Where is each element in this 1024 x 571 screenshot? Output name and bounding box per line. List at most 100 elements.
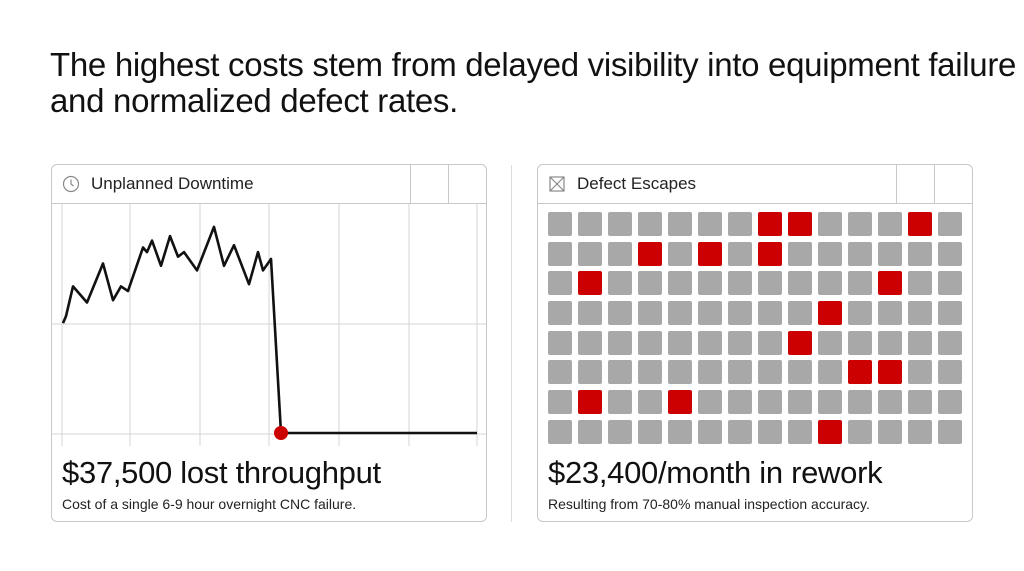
- failure-point: [274, 426, 288, 440]
- ok-cell: [758, 330, 782, 355]
- defect-cell: [698, 241, 722, 266]
- ok-cell: [578, 301, 602, 326]
- ok-cell: [548, 419, 572, 444]
- ok-cell: [698, 330, 722, 355]
- defect-cell: [638, 241, 662, 266]
- defect-cell: [878, 360, 902, 385]
- ok-cell: [548, 271, 572, 296]
- ok-cell: [638, 390, 662, 415]
- ok-cell: [668, 271, 692, 296]
- ok-cell: [668, 301, 692, 326]
- ok-cell: [698, 419, 722, 444]
- x-box-icon: [547, 174, 567, 194]
- ok-cell: [728, 301, 752, 326]
- ok-cell: [728, 330, 752, 355]
- ok-cell: [848, 419, 872, 444]
- ok-cell: [818, 241, 842, 266]
- defects-card-header: Defect Escapes: [538, 165, 972, 204]
- ok-cell: [908, 360, 932, 385]
- ok-cell: [788, 301, 812, 326]
- defect-cell: [578, 390, 602, 415]
- ok-cell: [818, 360, 842, 385]
- ok-cell: [548, 241, 572, 266]
- downtime-label: Unplanned Downtime: [91, 174, 254, 193]
- ok-cell: [848, 241, 872, 266]
- ok-cell: [608, 419, 632, 444]
- defects-label: Defect Escapes: [577, 174, 697, 193]
- ok-cell: [608, 241, 632, 266]
- ok-cell: [938, 360, 962, 385]
- downtime-headline: $37,500 lost throughput: [62, 455, 381, 490]
- defect-cell: [908, 212, 932, 236]
- ok-cell: [548, 301, 572, 326]
- ok-cell: [638, 360, 662, 385]
- defect-cell: [818, 301, 842, 326]
- defect-cell: [578, 271, 602, 296]
- ok-cell: [908, 330, 932, 355]
- ok-cell: [848, 390, 872, 415]
- ok-cell: [818, 330, 842, 355]
- ok-cell: [758, 360, 782, 385]
- downtime-line-chart: [52, 204, 486, 446]
- ok-cell: [788, 241, 812, 266]
- defect-grid: [548, 212, 962, 444]
- ok-cell: [758, 390, 782, 415]
- defects-caption: Resulting from 70-80% manual inspection …: [548, 496, 870, 512]
- ok-cell: [878, 241, 902, 266]
- ok-cell: [638, 212, 662, 236]
- ok-cell: [908, 419, 932, 444]
- defects-headline: $23,400/month in rework: [548, 455, 883, 490]
- ok-cell: [878, 212, 902, 236]
- ok-cell: [788, 271, 812, 296]
- ok-cell: [638, 330, 662, 355]
- ok-cell: [788, 390, 812, 415]
- ok-cell: [548, 212, 572, 236]
- throughput-line: [61, 225, 477, 435]
- ok-cell: [848, 271, 872, 296]
- ok-cell: [608, 301, 632, 326]
- ok-cell: [758, 271, 782, 296]
- ok-cell: [728, 212, 752, 236]
- downtime-card-header: Unplanned Downtime: [52, 165, 486, 204]
- ok-cell: [878, 419, 902, 444]
- defect-cell: [668, 390, 692, 415]
- ok-cell: [668, 330, 692, 355]
- ok-cell: [668, 212, 692, 236]
- ok-cell: [848, 212, 872, 236]
- ok-cell: [818, 212, 842, 236]
- ok-cell: [608, 360, 632, 385]
- ok-cell: [638, 419, 662, 444]
- ok-cell: [668, 419, 692, 444]
- ok-cell: [728, 271, 752, 296]
- ok-cell: [938, 212, 962, 236]
- ok-cell: [758, 419, 782, 444]
- ok-cell: [908, 301, 932, 326]
- ok-cell: [788, 360, 812, 385]
- ok-cell: [578, 212, 602, 236]
- ok-cell: [728, 419, 752, 444]
- ok-cell: [638, 301, 662, 326]
- ok-cell: [818, 390, 842, 415]
- defect-cell: [788, 212, 812, 236]
- ok-cell: [578, 241, 602, 266]
- header-cell: [934, 165, 972, 204]
- ok-cell: [878, 330, 902, 355]
- ok-cell: [938, 419, 962, 444]
- header-cell: [896, 165, 934, 204]
- ok-cell: [908, 390, 932, 415]
- defect-cell: [788, 330, 812, 355]
- ok-cell: [938, 301, 962, 326]
- ok-cell: [788, 419, 812, 444]
- ok-cell: [608, 271, 632, 296]
- downtime-caption: Cost of a single 6-9 hour overnight CNC …: [62, 496, 357, 512]
- divider: [511, 165, 512, 522]
- ok-cell: [668, 241, 692, 266]
- ok-cell: [938, 241, 962, 266]
- ok-cell: [638, 271, 662, 296]
- defect-cell: [758, 241, 782, 266]
- ok-cell: [728, 241, 752, 266]
- ok-cell: [818, 271, 842, 296]
- ok-cell: [938, 271, 962, 296]
- header-cell: [448, 165, 486, 204]
- ok-cell: [908, 241, 932, 266]
